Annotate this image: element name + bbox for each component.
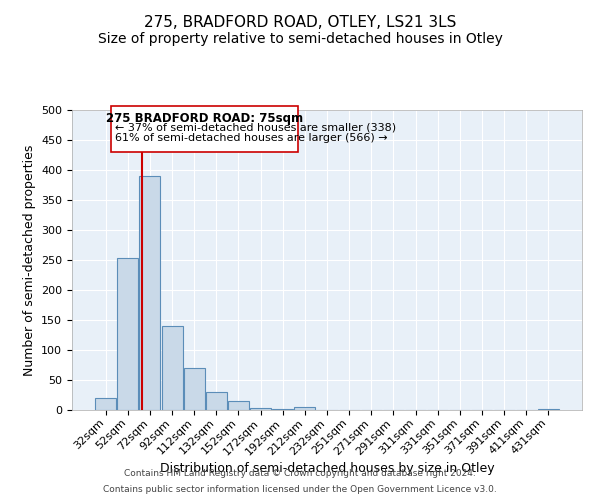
Bar <box>228 401 249 410</box>
Bar <box>95 398 116 410</box>
Text: 275 BRADFORD ROAD: 75sqm: 275 BRADFORD ROAD: 75sqm <box>106 112 303 126</box>
Text: Contains public sector information licensed under the Open Government Licence v3: Contains public sector information licen… <box>103 485 497 494</box>
Y-axis label: Number of semi-detached properties: Number of semi-detached properties <box>23 144 35 376</box>
Bar <box>110 106 298 152</box>
Bar <box>184 368 205 410</box>
Bar <box>538 409 559 410</box>
Bar <box>139 176 160 410</box>
Bar <box>250 408 271 410</box>
Bar <box>272 409 293 410</box>
Text: 61% of semi-detached houses are larger (566) →: 61% of semi-detached houses are larger (… <box>115 133 388 143</box>
Text: Size of property relative to semi-detached houses in Otley: Size of property relative to semi-detach… <box>98 32 502 46</box>
Bar <box>206 392 227 410</box>
Text: 275, BRADFORD ROAD, OTLEY, LS21 3LS: 275, BRADFORD ROAD, OTLEY, LS21 3LS <box>144 15 456 30</box>
Bar <box>161 326 182 410</box>
Text: ← 37% of semi-detached houses are smaller (338): ← 37% of semi-detached houses are smalle… <box>115 122 396 132</box>
Bar <box>118 258 139 410</box>
X-axis label: Distribution of semi-detached houses by size in Otley: Distribution of semi-detached houses by … <box>160 462 494 475</box>
Text: Contains HM Land Registry data © Crown copyright and database right 2024.: Contains HM Land Registry data © Crown c… <box>124 468 476 477</box>
Bar <box>295 407 316 410</box>
